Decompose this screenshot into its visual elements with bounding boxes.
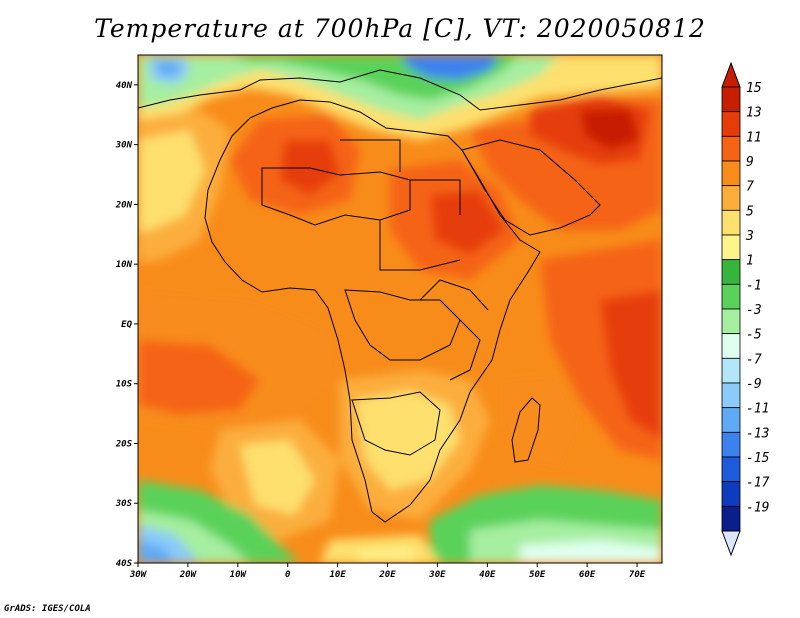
y-tick-label: 40N bbox=[116, 81, 133, 91]
x-tick-label: 40E bbox=[479, 570, 496, 580]
coastlines bbox=[138, 69, 662, 523]
x-tick-label: 60E bbox=[579, 570, 596, 580]
colorbar-label: 15 bbox=[746, 81, 762, 96]
temperature-field bbox=[138, 55, 662, 563]
colorbar-label: -5 bbox=[746, 328, 762, 343]
colorbar-swatch bbox=[721, 185, 741, 211]
y-tick-label: EQ bbox=[121, 320, 132, 330]
x-tick-label: 20W bbox=[179, 570, 198, 580]
colorbar-swatch bbox=[721, 135, 741, 162]
colorbar-top-arrow bbox=[721, 61, 741, 88]
y-tick-label: 10S bbox=[116, 380, 133, 390]
y-tick-label: 30N bbox=[115, 141, 133, 151]
colorbar-label: -19 bbox=[746, 500, 769, 515]
colorbar-label: -15 bbox=[746, 451, 770, 466]
colorbar-swatch bbox=[721, 431, 741, 458]
colorbar-swatch bbox=[721, 259, 741, 285]
x-tick-label: 20E bbox=[378, 570, 396, 580]
chart-title: Temperature at 700hPa [C], VT: 202005081… bbox=[94, 14, 706, 43]
colorbar-swatch bbox=[721, 456, 741, 483]
colorbar-label: -3 bbox=[746, 303, 762, 318]
colorbar-swatch bbox=[721, 382, 741, 409]
colorbar-label: -9 bbox=[746, 377, 762, 392]
colorbar-swatch bbox=[721, 357, 741, 384]
x-axis: 30W 20W 10W 0 10E 20E 30E 40E 50E 60E 70E bbox=[129, 563, 646, 580]
x-tick-label: 70E bbox=[629, 570, 646, 580]
x-tick-label: 10W bbox=[230, 570, 248, 580]
y-tick-label: 20S bbox=[115, 439, 133, 449]
colorbar-label: -17 bbox=[746, 476, 770, 491]
x-tick-label: 10E bbox=[329, 570, 346, 580]
colorbar-swatch bbox=[721, 160, 741, 187]
colorbar-swatch bbox=[721, 234, 741, 261]
y-axis: 40N 30N 20N 10N EQ 10S 20S 30S 40S bbox=[115, 81, 138, 569]
colorbar-swatch bbox=[721, 209, 741, 236]
colorbar-label: -11 bbox=[746, 402, 769, 417]
colorbar-swatch bbox=[721, 111, 741, 137]
colorbar-swatch bbox=[721, 333, 741, 359]
x-tick-label: 30E bbox=[428, 570, 446, 580]
colorbar-label: 9 bbox=[746, 155, 754, 170]
footer-credit: GrADS: IGES/COLA bbox=[4, 604, 91, 614]
colorbar-swatch bbox=[721, 505, 741, 532]
x-tick-label: 30W bbox=[129, 570, 148, 580]
colorbar-swatch bbox=[721, 481, 741, 507]
colorbar-label: 11 bbox=[746, 130, 762, 145]
colorbar: 15 13 11 9 7 5 3 1 -1 -3 -5 -7 -9 -11 -13 -15 -17 -19 bbox=[721, 61, 770, 557]
colorbar-label: 13 bbox=[746, 106, 762, 121]
x-tick-label: 0 bbox=[285, 570, 291, 580]
map-frame bbox=[137, 54, 663, 564]
colorbar-swatch bbox=[721, 86, 741, 113]
colorbar-label: 1 bbox=[746, 254, 754, 269]
y-tick-label: 20N bbox=[115, 200, 133, 210]
colorbar-label: -13 bbox=[746, 426, 769, 441]
colorbar-label: 7 bbox=[746, 180, 754, 195]
y-tick-label: 10N bbox=[116, 260, 133, 270]
colorbar-label: -7 bbox=[746, 352, 762, 367]
colorbar-swatch bbox=[721, 308, 741, 335]
y-tick-label: 40S bbox=[116, 559, 133, 569]
y-tick-label: 30S bbox=[115, 499, 133, 509]
colorbar-label: 5 bbox=[746, 204, 754, 219]
colorbar-label: -1 bbox=[746, 278, 762, 293]
colorbar-swatch bbox=[721, 283, 741, 310]
colorbar-label: 3 bbox=[745, 229, 754, 244]
x-tick-label: 50E bbox=[529, 570, 546, 580]
colorbar-bottom-arrow bbox=[721, 530, 741, 557]
colorbar-swatch bbox=[721, 407, 741, 433]
